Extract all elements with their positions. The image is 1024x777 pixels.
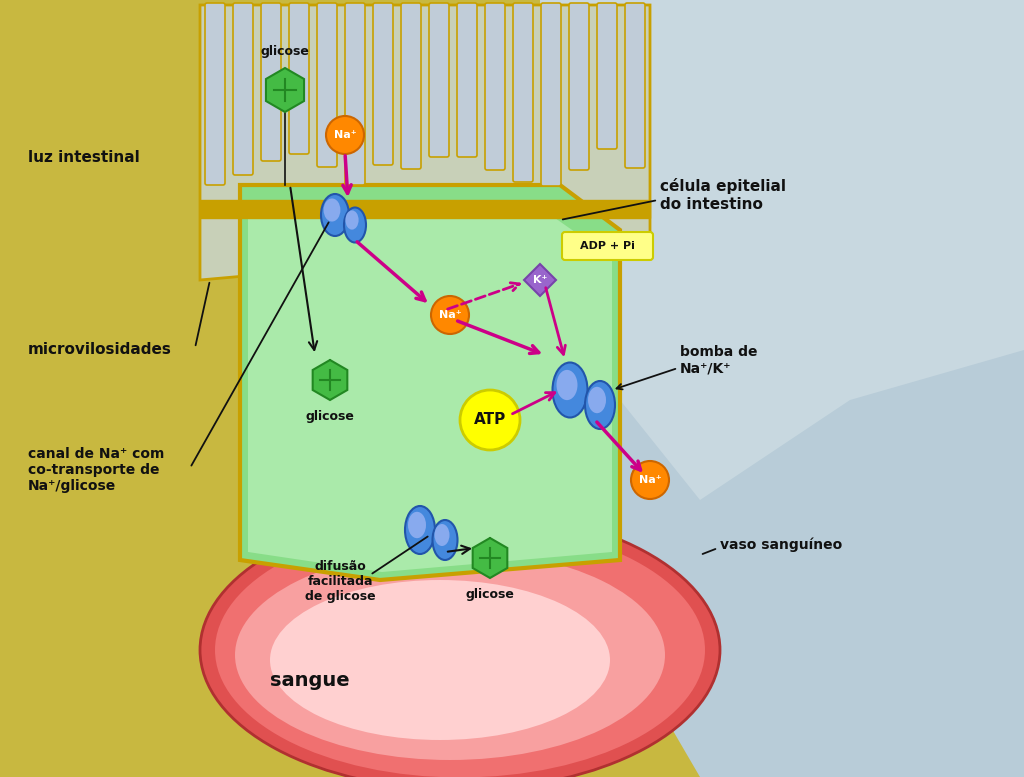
Text: Na⁺: Na⁺ bbox=[438, 310, 462, 320]
Text: difusão
facilitada
de glicose: difusão facilitada de glicose bbox=[305, 560, 376, 603]
Ellipse shape bbox=[406, 506, 435, 554]
Polygon shape bbox=[473, 538, 507, 578]
FancyBboxPatch shape bbox=[233, 3, 253, 175]
Ellipse shape bbox=[408, 512, 426, 538]
Text: microvilosidades: microvilosidades bbox=[28, 343, 172, 357]
Polygon shape bbox=[524, 264, 556, 296]
FancyBboxPatch shape bbox=[625, 3, 645, 168]
FancyBboxPatch shape bbox=[541, 3, 561, 186]
Text: ATP: ATP bbox=[474, 413, 506, 427]
Text: K⁺: K⁺ bbox=[532, 275, 547, 285]
Text: bomba de
Na⁺/K⁺: bomba de Na⁺/K⁺ bbox=[680, 345, 758, 375]
Ellipse shape bbox=[434, 524, 450, 546]
Polygon shape bbox=[540, 0, 1024, 500]
Polygon shape bbox=[312, 360, 347, 400]
Text: glicose: glicose bbox=[466, 588, 514, 601]
Polygon shape bbox=[480, 0, 1024, 777]
Text: Na⁺: Na⁺ bbox=[334, 130, 356, 140]
Ellipse shape bbox=[556, 370, 578, 400]
FancyBboxPatch shape bbox=[289, 3, 309, 154]
Polygon shape bbox=[200, 5, 650, 280]
Bar bbox=[200, 200, 650, 218]
Polygon shape bbox=[266, 68, 304, 112]
Text: glicose: glicose bbox=[260, 45, 309, 58]
FancyBboxPatch shape bbox=[261, 3, 281, 161]
Ellipse shape bbox=[270, 580, 610, 740]
Ellipse shape bbox=[432, 520, 458, 560]
FancyBboxPatch shape bbox=[562, 232, 653, 260]
Ellipse shape bbox=[585, 381, 615, 429]
Polygon shape bbox=[248, 218, 612, 572]
Circle shape bbox=[431, 296, 469, 334]
Ellipse shape bbox=[324, 198, 340, 221]
Ellipse shape bbox=[345, 211, 358, 230]
Text: ADP + Pi: ADP + Pi bbox=[580, 241, 635, 251]
Ellipse shape bbox=[215, 522, 705, 777]
FancyBboxPatch shape bbox=[205, 3, 225, 185]
Text: Na⁺: Na⁺ bbox=[639, 475, 662, 485]
FancyBboxPatch shape bbox=[597, 3, 617, 149]
Ellipse shape bbox=[553, 363, 588, 417]
Ellipse shape bbox=[200, 510, 720, 777]
FancyBboxPatch shape bbox=[373, 3, 393, 165]
FancyBboxPatch shape bbox=[569, 3, 589, 170]
Text: glicose: glicose bbox=[305, 410, 354, 423]
FancyBboxPatch shape bbox=[345, 3, 365, 185]
FancyBboxPatch shape bbox=[457, 3, 477, 157]
Ellipse shape bbox=[321, 194, 349, 236]
Ellipse shape bbox=[234, 550, 665, 760]
FancyBboxPatch shape bbox=[401, 3, 421, 169]
Text: sangue: sangue bbox=[270, 671, 350, 689]
FancyBboxPatch shape bbox=[513, 3, 534, 182]
Circle shape bbox=[326, 116, 364, 154]
FancyBboxPatch shape bbox=[429, 3, 449, 157]
Text: luz intestinal: luz intestinal bbox=[28, 151, 139, 166]
Circle shape bbox=[631, 461, 669, 499]
Text: célula epitelial
do intestino: célula epitelial do intestino bbox=[660, 178, 786, 211]
Polygon shape bbox=[240, 185, 620, 580]
FancyBboxPatch shape bbox=[485, 3, 505, 170]
FancyBboxPatch shape bbox=[317, 3, 337, 167]
Text: vaso sanguíneo: vaso sanguíneo bbox=[720, 538, 843, 552]
Text: canal de Na⁺ com
co-transporte de
Na⁺/glicose: canal de Na⁺ com co-transporte de Na⁺/gl… bbox=[28, 447, 165, 493]
Ellipse shape bbox=[344, 207, 366, 242]
Circle shape bbox=[460, 390, 520, 450]
Ellipse shape bbox=[588, 387, 606, 413]
